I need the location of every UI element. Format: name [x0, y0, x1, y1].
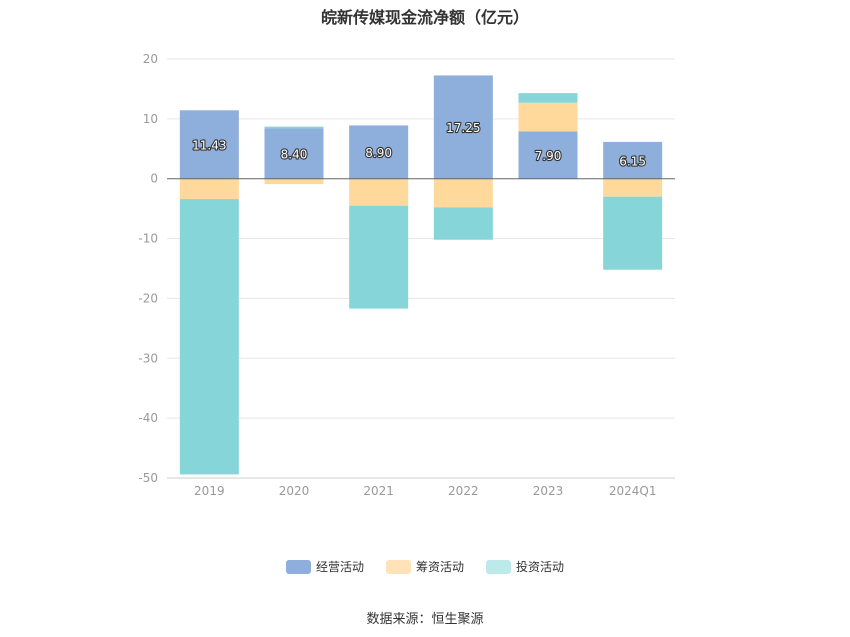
legend-label-investing: 投资活动 [516, 560, 565, 574]
bar-operating-2023[interactable] [518, 131, 578, 179]
data-label-2019: 11.43 [192, 139, 226, 153]
bar-financing-2021[interactable] [349, 178, 409, 206]
data-label-2023: 7.90 [535, 149, 562, 163]
bar-investing-2023[interactable] [518, 93, 578, 103]
data-labels-layer: 11.43 8.40 8.90 17.25 7.90 6.15 [191, 120, 647, 169]
x-tick-label: 2019 [194, 484, 225, 498]
bar-operating-2022[interactable] [433, 75, 493, 179]
data-label-2022: 17.25 [446, 121, 480, 135]
bar-financing-2020[interactable] [264, 178, 324, 185]
x-tick-label: 2020 [279, 484, 310, 498]
bar-financing-2022[interactable] [433, 178, 493, 208]
x-tick-layer: 2019 2020 2021 2022 2023 2024Q1 [194, 484, 656, 498]
bar-investing-2020[interactable] [264, 126, 324, 129]
bar-investing-2019[interactable] [179, 199, 239, 475]
x-tick-label: 2024Q1 [609, 484, 657, 498]
y-tick-label: 10 [143, 112, 158, 126]
y-tick-label: 0 [150, 172, 158, 186]
legend-label-operating: 经营活动 [315, 560, 364, 574]
y-tick-label: -20 [138, 291, 158, 305]
bars-layer [179, 75, 663, 475]
legend-swatch-investing [486, 559, 511, 574]
legend-item-investing[interactable]: 投资活动 [486, 558, 564, 575]
legend: 经营活动 筹资活动 投资活动 [0, 558, 850, 575]
bar-investing-2022[interactable] [433, 207, 493, 240]
legend-swatch-financing [385, 559, 411, 574]
data-label-2021: 8.90 [365, 146, 392, 160]
bar-operating-2021[interactable] [349, 125, 409, 179]
y-tick-label: -50 [138, 471, 158, 485]
y-tick-label: -30 [138, 351, 158, 365]
bar-financing-2023[interactable] [518, 102, 578, 132]
grid-layer [167, 58, 675, 479]
x-tick-label: 2022 [448, 484, 479, 498]
bar-operating-2024Q1[interactable] [603, 141, 663, 179]
legend-label-financing: 筹资活动 [415, 560, 464, 574]
bar-financing-2024Q1[interactable] [603, 178, 663, 197]
bar-investing-2021[interactable] [349, 205, 409, 309]
data-label-2024Q1: 6.15 [619, 154, 646, 168]
x-tick-label: 2021 [363, 484, 394, 498]
bar-operating-2020[interactable] [264, 128, 324, 179]
y-tick-layer: 20 10 0 -10 -20 -30 -40 -50 [138, 52, 158, 485]
bar-investing-2024Q1[interactable] [603, 196, 663, 270]
legend-item-operating[interactable]: 经营活动 [285, 558, 364, 575]
bar-operating-2019[interactable] [179, 110, 239, 179]
chart-title: 皖新传媒现金流净额（亿元） [320, 8, 529, 27]
y-tick-label: -10 [138, 232, 158, 246]
legend-item-financing[interactable]: 筹资活动 [385, 558, 464, 575]
data-label-2020: 8.40 [281, 148, 308, 162]
zero-axis-layer [167, 178, 675, 479]
legend-swatch-operating [285, 559, 311, 574]
y-tick-label: 20 [143, 52, 158, 66]
source-note: 数据来源：恒生聚源 [366, 612, 484, 627]
y-tick-label: -40 [138, 411, 158, 425]
x-tick-label: 2023 [533, 484, 564, 498]
bar-financing-2019[interactable] [179, 178, 239, 200]
